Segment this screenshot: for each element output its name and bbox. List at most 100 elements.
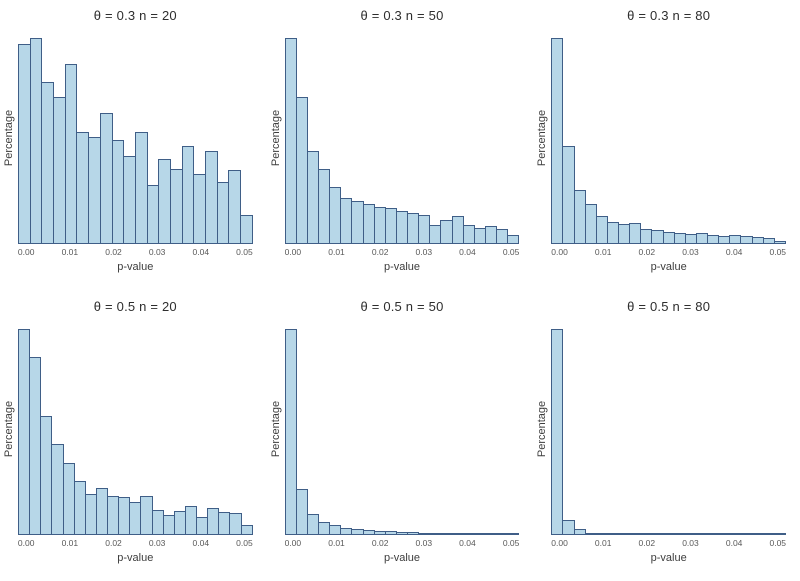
x-tick-label: 0.01 — [328, 247, 345, 257]
x-axis-label: p-value — [117, 261, 154, 273]
histogram-bar — [229, 512, 242, 535]
x-tick-label: 0.04 — [192, 247, 210, 257]
x-axis-label: p-value — [383, 261, 421, 273]
panel-title: θ = 0.5 n = 50 — [360, 298, 444, 314]
plot-area-column: 0.00 0.01 0.02 0.03 0.04 0.05 p-value — [18, 32, 253, 291]
x-tick-label: 0.01 — [61, 247, 79, 257]
panel-body: Percentage 0.00 0.01 0.02 0.03 0.04 0.05 p-va… — [533, 323, 800, 581]
histogram-bar — [551, 38, 564, 244]
histogram-bar — [573, 529, 586, 535]
histogram-panel-theta-0.5-n-20: θ = 0.5 n = 20 Percentage 0.00 0.01 0.02 0.… — [0, 291, 267, 581]
x-tick-label: 0.00 — [551, 537, 568, 548]
histogram-bar — [284, 328, 297, 535]
histogram-bars — [284, 323, 520, 535]
panel-body: Percentage 0.00 0.01 0.02 0.03 0.04 0.05 p-va… — [0, 32, 267, 291]
plot-area-column: 0.00 0.01 0.02 0.03 0.04 0.05 p-value — [551, 323, 786, 581]
x-tick-label: 0.00 — [17, 537, 35, 548]
x-tick-label: 0.05 — [236, 247, 253, 257]
y-axis-label: Percentage — [269, 109, 282, 167]
histogram-panel-theta-0.3-n-20: θ = 0.3 n = 20 Percentage 0.00 0.01 0.02 0.… — [0, 0, 267, 291]
histogram-bar — [762, 237, 775, 244]
x-axis-tick-labels: 0.00 0.01 0.02 0.03 0.04 0.05 — [285, 247, 520, 259]
y-axis-label-column: Percentage — [0, 323, 18, 535]
y-axis-label: Percentage — [536, 400, 549, 457]
y-axis-label: Percentage — [3, 109, 16, 167]
histogram-bars — [284, 32, 520, 244]
x-tick-label: 0.02 — [371, 537, 389, 548]
histogram-bar — [562, 520, 575, 535]
x-tick-label: 0.05 — [502, 537, 520, 548]
x-tick-label: 0.02 — [105, 247, 122, 257]
x-tick-label: 0.02 — [371, 247, 389, 257]
panel-body: Percentage 0.00 0.01 0.02 0.03 0.04 0.05 p-va… — [267, 323, 534, 581]
x-tick-label: 0.03 — [148, 247, 166, 257]
x-tick-label: 0.02 — [638, 247, 656, 257]
histogram-bar — [228, 169, 242, 244]
x-tick-label: 0.02 — [638, 537, 656, 548]
panel-title: θ = 0.3 n = 20 — [93, 8, 177, 23]
y-axis-label-column: Percentage — [533, 323, 551, 535]
x-tick-label: 0.03 — [415, 247, 433, 257]
x-axis-label: p-value — [117, 551, 154, 564]
histogram-bar — [240, 525, 253, 535]
y-axis-label-column: Percentage — [0, 32, 18, 244]
histogram-bar — [507, 532, 520, 535]
x-tick-label: 0.01 — [328, 537, 345, 548]
x-tick-label: 0.04 — [459, 537, 476, 548]
histogram-panel-theta-0.5-n-80: θ = 0.5 n = 80 Percentage 0.00 0.01 0.02 0.… — [533, 291, 800, 581]
x-axis-tick-labels: 0.00 0.01 0.02 0.03 0.04 0.05 — [18, 247, 253, 259]
plot-area-column: 0.00 0.01 0.02 0.03 0.04 0.05 p-value — [284, 323, 520, 581]
plot-area-column: 0.00 0.01 0.02 0.03 0.04 0.05 p-value — [18, 323, 253, 581]
panel-title: θ = 0.5 n = 80 — [627, 298, 711, 314]
panel-body: Percentage 0.00 0.01 0.02 0.03 0.04 0.05 p-va… — [533, 32, 800, 291]
panel-body: Percentage 0.00 0.01 0.02 0.03 0.04 0.05 p-va… — [267, 32, 534, 291]
panel-title: θ = 0.3 n = 80 — [627, 8, 711, 23]
x-axis-label: p-value — [383, 551, 421, 564]
histogram-bars — [551, 323, 786, 535]
x-tick-label: 0.03 — [682, 247, 699, 257]
x-tick-label: 0.04 — [192, 537, 210, 548]
plot-area-column: 0.00 0.01 0.02 0.03 0.04 0.05 p-value — [551, 32, 786, 291]
histogram-bar — [773, 532, 786, 535]
x-tick-label: 0.05 — [502, 247, 520, 257]
histogram-panel-theta-0.3-n-80: θ = 0.3 n = 80 Percentage 0.00 0.01 0.02 0.… — [533, 0, 800, 291]
histogram-bar — [240, 215, 253, 244]
x-tick-label: 0.03 — [682, 537, 699, 548]
y-axis-label: Percentage — [269, 400, 282, 457]
x-tick-label: 0.01 — [594, 537, 612, 548]
x-tick-label: 0.04 — [725, 247, 743, 257]
x-tick-label: 0.00 — [17, 247, 35, 257]
y-axis-label-column: Percentage — [267, 32, 285, 244]
histogram-bars — [18, 323, 253, 535]
y-axis-label: Percentage — [536, 109, 549, 167]
x-axis-label: p-value — [650, 551, 687, 564]
x-tick-label: 0.03 — [415, 537, 433, 548]
histogram-bar — [551, 328, 564, 535]
histogram-panel-theta-0.3-n-50: θ = 0.3 n = 50 Percentage 0.00 0.01 0.02 0.… — [267, 0, 534, 291]
histogram-bar — [295, 489, 308, 535]
x-tick-label: 0.02 — [105, 537, 122, 548]
x-tick-label: 0.04 — [725, 537, 743, 548]
histogram-bar — [507, 234, 520, 244]
panel-title: θ = 0.3 n = 50 — [360, 8, 444, 23]
panel-title: θ = 0.5 n = 20 — [93, 298, 177, 314]
y-axis-label-column: Percentage — [267, 323, 285, 535]
histogram-bars — [551, 32, 786, 244]
x-axis-label: p-value — [650, 261, 687, 273]
x-tick-label: 0.05 — [236, 537, 253, 548]
x-tick-label: 0.00 — [284, 537, 302, 548]
x-tick-label: 0.05 — [769, 247, 787, 257]
histogram-bars — [18, 32, 253, 244]
x-axis-tick-labels: 0.00 0.01 0.02 0.03 0.04 0.05 — [551, 247, 786, 259]
x-tick-label: 0.05 — [769, 537, 787, 548]
x-axis-tick-labels: 0.00 0.01 0.02 0.03 0.04 0.05 — [285, 538, 520, 550]
histogram-panel-theta-0.5-n-50: θ = 0.5 n = 50 Percentage 0.00 0.01 0.02 0.… — [267, 291, 534, 581]
x-tick-label: 0.04 — [459, 247, 476, 257]
plot-area-column: 0.00 0.01 0.02 0.03 0.04 0.05 p-value — [284, 32, 520, 291]
y-axis-label-column: Percentage — [533, 32, 551, 244]
panel-body: Percentage 0.00 0.01 0.02 0.03 0.04 0.05 p-va… — [0, 323, 267, 581]
x-tick-label: 0.01 — [61, 537, 79, 548]
y-axis-label: Percentage — [3, 400, 16, 457]
x-tick-label: 0.01 — [594, 247, 612, 257]
